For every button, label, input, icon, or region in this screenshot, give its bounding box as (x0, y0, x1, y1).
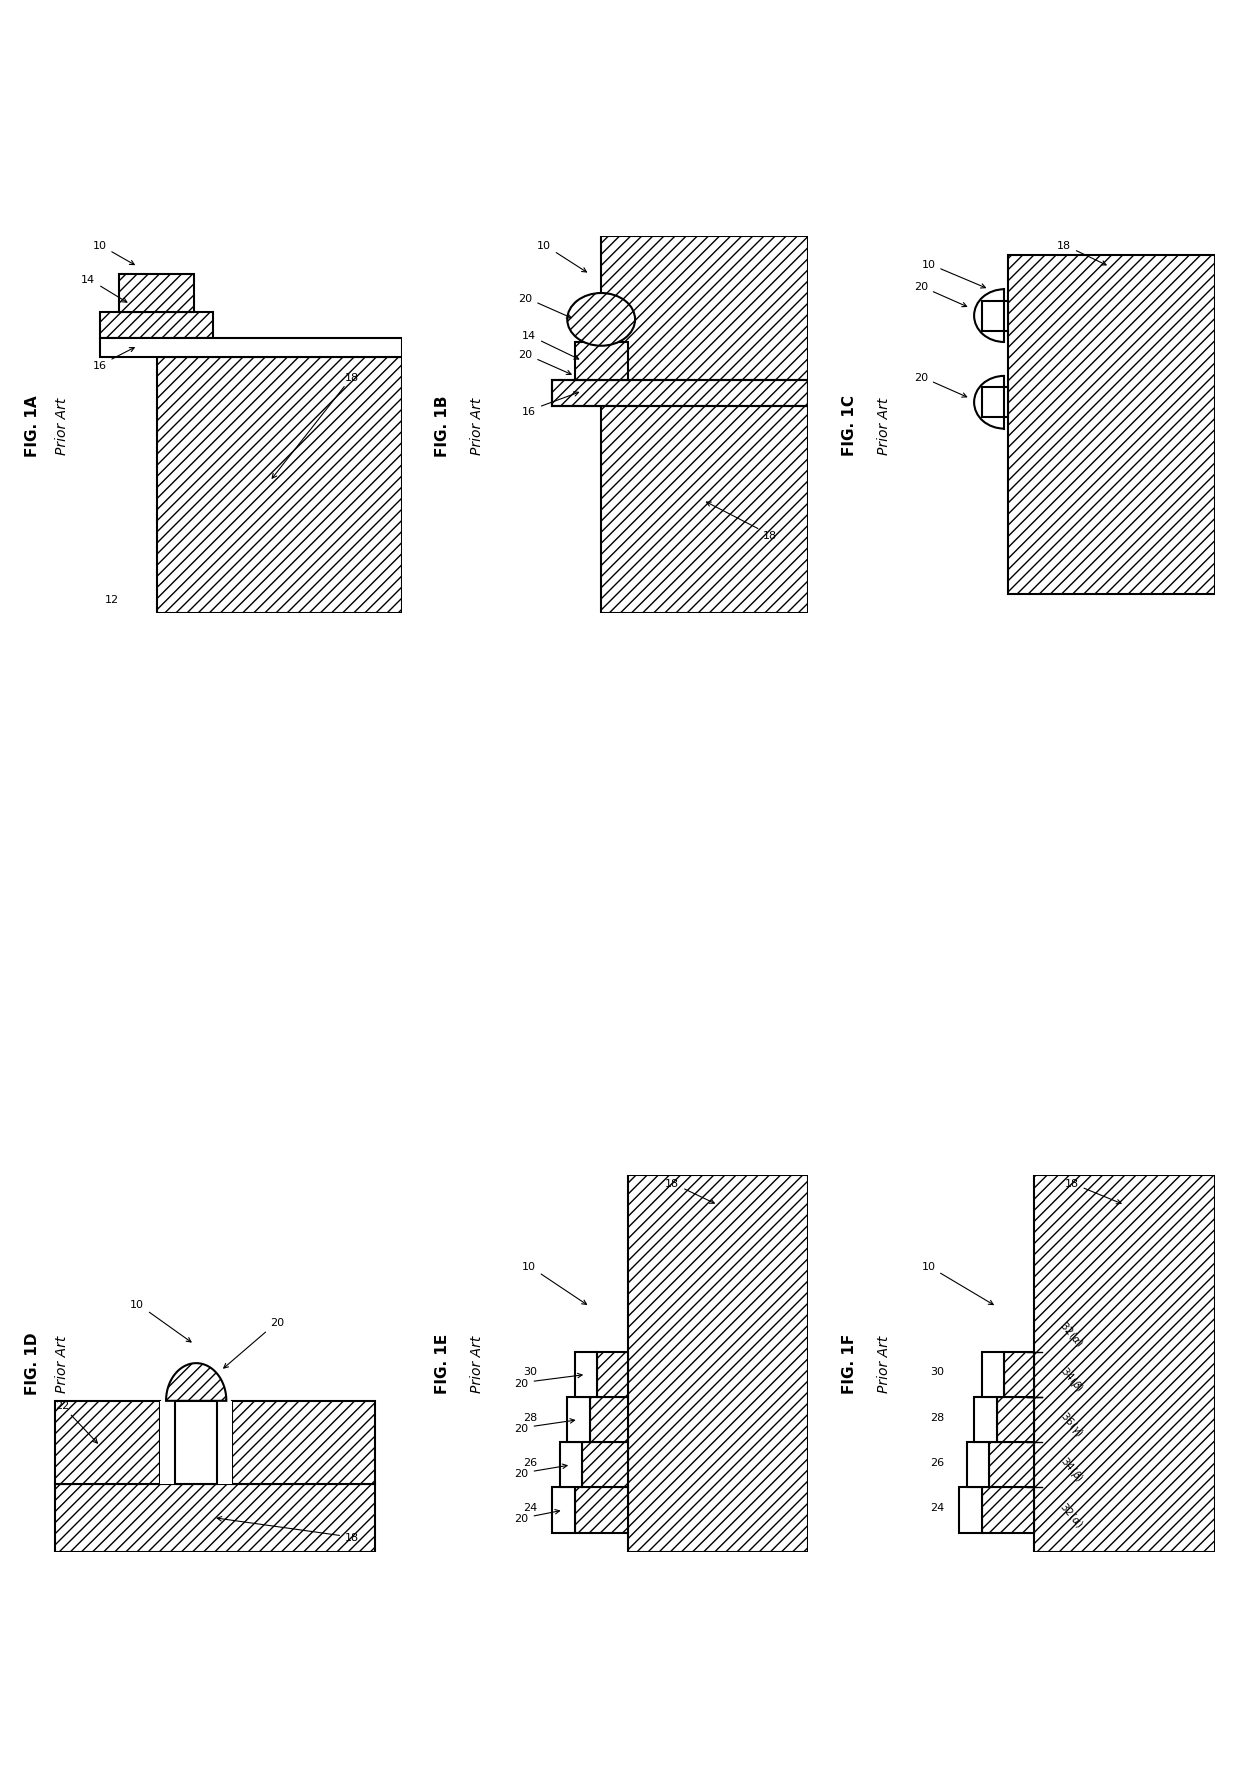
Text: 22: 22 (55, 1401, 98, 1444)
Text: 30: 30 (930, 1367, 944, 1378)
Text: 18: 18 (665, 1179, 714, 1204)
Bar (156, 358, 402, 614)
Bar (160, 1401, 232, 1483)
Text: 20: 20 (515, 1510, 559, 1524)
Bar (583, 1442, 627, 1488)
Bar (567, 1397, 590, 1442)
Text: FIG. 1E: FIG. 1E (435, 1333, 450, 1394)
Text: 34($\beta$): 34($\beta$) (1056, 1363, 1086, 1394)
Text: 18: 18 (1064, 1179, 1121, 1204)
Bar (55, 1401, 160, 1483)
Bar (975, 1397, 997, 1442)
Bar (575, 1352, 598, 1397)
Text: Prior Art: Prior Art (877, 397, 890, 454)
Bar (119, 276, 195, 313)
Bar (552, 381, 808, 406)
Text: 20: 20 (518, 293, 572, 318)
Bar (1004, 1352, 1034, 1397)
Bar (966, 1442, 990, 1488)
Text: 16: 16 (522, 392, 579, 417)
Text: FIG. 1D: FIG. 1D (25, 1333, 40, 1395)
Text: 32($\alpha$): 32($\alpha$) (1056, 1499, 1086, 1530)
Text: 26: 26 (523, 1456, 537, 1467)
Text: FIG. 1A: FIG. 1A (25, 395, 40, 456)
Text: 36($\gamma$): 36($\gamma$) (1056, 1408, 1086, 1438)
Text: 10: 10 (921, 1261, 993, 1304)
Bar (959, 1488, 982, 1533)
Text: 28: 28 (930, 1412, 944, 1422)
Bar (627, 1175, 808, 1551)
Text: 10: 10 (522, 1261, 587, 1304)
Bar (982, 1352, 1004, 1397)
Text: 20: 20 (515, 1419, 574, 1433)
Text: FIG. 1B: FIG. 1B (435, 395, 450, 456)
Text: 20: 20 (223, 1318, 284, 1369)
Text: 16: 16 (93, 349, 134, 370)
Bar (552, 1488, 575, 1533)
Text: 30: 30 (523, 1367, 537, 1378)
Text: 14: 14 (522, 331, 579, 360)
Text: Prior Art: Prior Art (470, 1335, 484, 1392)
Text: 20: 20 (914, 283, 967, 308)
Bar (601, 238, 808, 614)
Bar (590, 1397, 627, 1442)
Bar (1034, 1175, 1215, 1551)
Text: 20: 20 (914, 372, 967, 397)
Text: 18: 18 (707, 503, 777, 540)
Bar (1008, 256, 1215, 596)
Bar (982, 388, 1008, 419)
Text: Prior Art: Prior Art (56, 1335, 69, 1392)
Bar (552, 381, 808, 406)
Bar (176, 1401, 217, 1483)
Text: 14: 14 (82, 274, 126, 302)
Bar (559, 1442, 583, 1488)
Text: 26: 26 (930, 1456, 944, 1467)
Bar (575, 1488, 627, 1533)
Text: 34($\beta$): 34($\beta$) (1056, 1453, 1086, 1485)
Text: FIG. 1F: FIG. 1F (842, 1333, 857, 1394)
Text: 20: 20 (518, 351, 572, 376)
Bar (575, 343, 627, 381)
Bar (100, 313, 213, 340)
Polygon shape (166, 1363, 227, 1401)
Text: Prior Art: Prior Art (877, 1335, 890, 1392)
Text: 12: 12 (104, 594, 119, 605)
Text: 10: 10 (130, 1299, 191, 1342)
Text: FIG. 1C: FIG. 1C (842, 395, 857, 456)
Bar (55, 1483, 376, 1551)
Bar (232, 1401, 376, 1483)
Text: 10: 10 (93, 242, 134, 265)
Bar (990, 1442, 1034, 1488)
Text: 18: 18 (272, 372, 360, 479)
Text: Prior Art: Prior Art (470, 397, 484, 454)
Bar (598, 1352, 627, 1397)
Text: 10: 10 (921, 259, 986, 288)
Ellipse shape (567, 293, 635, 347)
Bar (982, 1488, 1034, 1533)
Text: 18: 18 (1056, 242, 1106, 267)
Text: 28: 28 (523, 1412, 537, 1422)
Text: 10: 10 (537, 242, 587, 274)
Bar (100, 340, 402, 358)
Text: 24: 24 (930, 1503, 944, 1512)
Text: 24: 24 (523, 1503, 537, 1512)
Text: 32($\alpha$): 32($\alpha$) (1056, 1318, 1086, 1349)
Bar (997, 1397, 1034, 1442)
Text: 18: 18 (217, 1517, 360, 1542)
Text: Prior Art: Prior Art (56, 397, 69, 454)
Bar (982, 301, 1008, 331)
Text: 20: 20 (515, 1374, 582, 1388)
Text: 20: 20 (515, 1463, 567, 1478)
